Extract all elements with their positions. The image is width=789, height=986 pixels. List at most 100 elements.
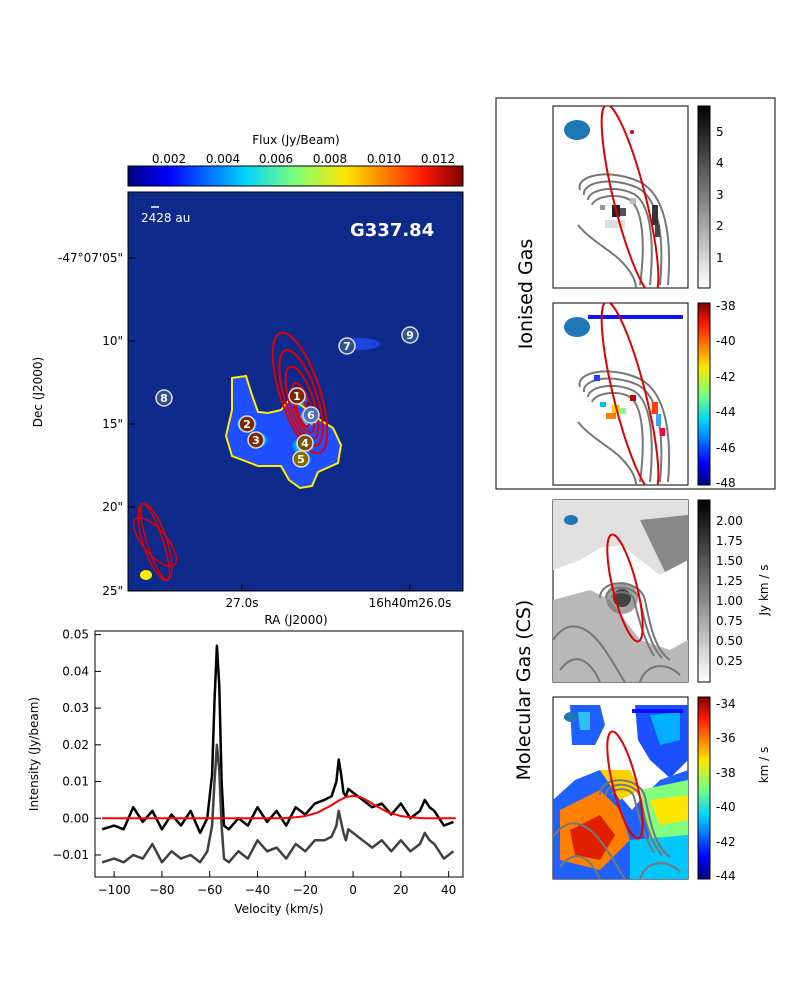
cb3-tick: 0.75 [716, 614, 743, 628]
cb3-tick: 0.25 [716, 654, 743, 668]
molecular-velocity-panel: -34 -36 -38 -40 -42 -44 km / s [552, 696, 771, 883]
molecular-flux-panel: 2.00 1.75 1.50 1.25 1.00 0.75 0.50 0.25 … [552, 499, 771, 683]
core-label: 4 [301, 437, 309, 450]
cb3-tick: 1.00 [716, 594, 743, 608]
colorbar-gray [697, 499, 711, 683]
core-marker: 8 [155, 389, 173, 407]
red-contour [600, 303, 660, 485]
colorbar-jet [697, 302, 711, 486]
cb2-tick: -38 [716, 299, 736, 313]
cb4-tick: -40 [716, 800, 736, 814]
cb1-tick: 4 [716, 156, 724, 170]
colorbar-jet [697, 696, 711, 880]
flux-map: 1 2 3 4 5 6 7 8 9 2428 au G337.84 -47°07… [31, 191, 464, 627]
y-tick-label: 0.02 [62, 738, 89, 752]
x-tick-label: 40 [441, 883, 456, 897]
dec-tick: 20" [102, 500, 123, 514]
cb2-tick: -42 [716, 370, 736, 384]
map-ticks [128, 257, 411, 591]
red-contour [606, 533, 644, 643]
dec-tick: -47°07'05" [58, 251, 123, 265]
cb4-tick: -42 [716, 835, 736, 849]
cb3-tick: 2.00 [716, 514, 743, 528]
ionised-box [495, 97, 776, 490]
cb4-unit: km / s [757, 747, 771, 784]
colorbar-tick: 0.004 [206, 152, 240, 166]
dec-tick: 15" [102, 417, 123, 431]
y-tick-label: 0.04 [62, 664, 89, 678]
ionised-velocity-panel: -38 -40 -42 -44 -46 -48 [552, 299, 736, 490]
cb1-tick: 1 [716, 251, 724, 265]
core-label: 2 [243, 418, 251, 431]
core-label: 9 [406, 329, 414, 342]
cb2-tick: -46 [716, 441, 736, 455]
core-marker: 6 [302, 406, 320, 424]
spectrum-series-2 [102, 794, 456, 820]
ionised-label: Ionised Gas [515, 239, 537, 350]
spectrum-xlabel: Velocity (km/s) [234, 902, 323, 916]
core-marker: 1 [288, 387, 306, 405]
x-tick-label: −40 [245, 883, 270, 897]
dec-tick: 10" [102, 334, 123, 348]
core-label: 3 [252, 434, 260, 447]
yellow-contour [224, 374, 343, 490]
colorbar-gray [697, 105, 711, 289]
core-label: 5 [297, 453, 305, 466]
cb3-tick: 0.50 [716, 634, 743, 648]
map-frame [127, 191, 464, 592]
y-tick-label: −0.01 [52, 848, 89, 862]
y-tick-label: 0.01 [62, 775, 89, 789]
cb1-tick: 3 [716, 188, 724, 202]
core-marker: 2 [238, 415, 256, 433]
core-label: 8 [160, 392, 168, 405]
core-marker: 5 [292, 450, 310, 468]
core-marker: 4 [296, 434, 314, 452]
core-label: 6 [307, 409, 315, 422]
beam-marker [564, 712, 578, 722]
cb4-tick: -34 [716, 697, 736, 711]
beam-marker [564, 317, 590, 337]
ra-tick: 16h40m26.0s [369, 596, 452, 610]
cb2-tick: -44 [716, 405, 736, 419]
colorbar: Flux (Jy/Beam) 0.002 0.004 0.006 0.008 0… [127, 133, 464, 187]
ra-tick: 27.0s [226, 596, 259, 610]
colorbar-tick: 0.010 [367, 152, 401, 166]
scale-label: 2428 au [141, 211, 190, 225]
ra-axis-label: RA (J2000) [264, 613, 327, 627]
spectrum-lines [101, 644, 456, 864]
cb1-tick: 5 [716, 125, 724, 139]
cb4-tick: -38 [716, 766, 736, 780]
core-label: 1 [293, 390, 301, 403]
cb3-unit: Jy km / s [757, 564, 771, 616]
beam-ellipses [132, 503, 178, 581]
beam-marker [564, 120, 590, 140]
y-tick-label: 0.03 [62, 701, 89, 715]
core-label: 7 [343, 340, 351, 353]
gray-contours [577, 173, 671, 288]
y-tick-label: 0.05 [62, 628, 89, 642]
cb3-tick: 1.50 [716, 554, 743, 568]
core-markers: 1 2 3 4 5 6 7 8 9 [155, 326, 419, 468]
spectrum-series-0 [101, 644, 454, 835]
colorbar-tick: 0.002 [152, 152, 186, 166]
beam-marker [564, 515, 578, 525]
cb1-tick: 2 [716, 219, 724, 233]
y-tick-label: 0.00 [62, 811, 89, 825]
spectrum-ticks: −100 −80 −60 −40 −20 0 20 40 −0.01 0.00 0.01 0.02 0.… [52, 628, 456, 897]
colorbar-tick: 0.006 [259, 152, 293, 166]
spectrum-ylabel: Intensity (Jy/beam) [27, 697, 41, 811]
source-name: G337.84 [350, 220, 434, 241]
colorbar-title: Flux (Jy/Beam) [252, 133, 339, 147]
dec-axis-label: Dec (J2000) [31, 357, 45, 427]
colorbar-tick: 0.008 [313, 152, 347, 166]
cb4-tick: -36 [716, 731, 736, 745]
cb2-tick: -48 [716, 476, 736, 490]
x-tick-label: −60 [197, 883, 222, 897]
spectrum-series-1 [101, 743, 455, 864]
spectrum-frame [94, 630, 464, 878]
red-contour [606, 730, 644, 840]
x-tick-label: −80 [149, 883, 174, 897]
core-marker: 7 [338, 337, 356, 355]
x-tick-label: −100 [98, 883, 131, 897]
